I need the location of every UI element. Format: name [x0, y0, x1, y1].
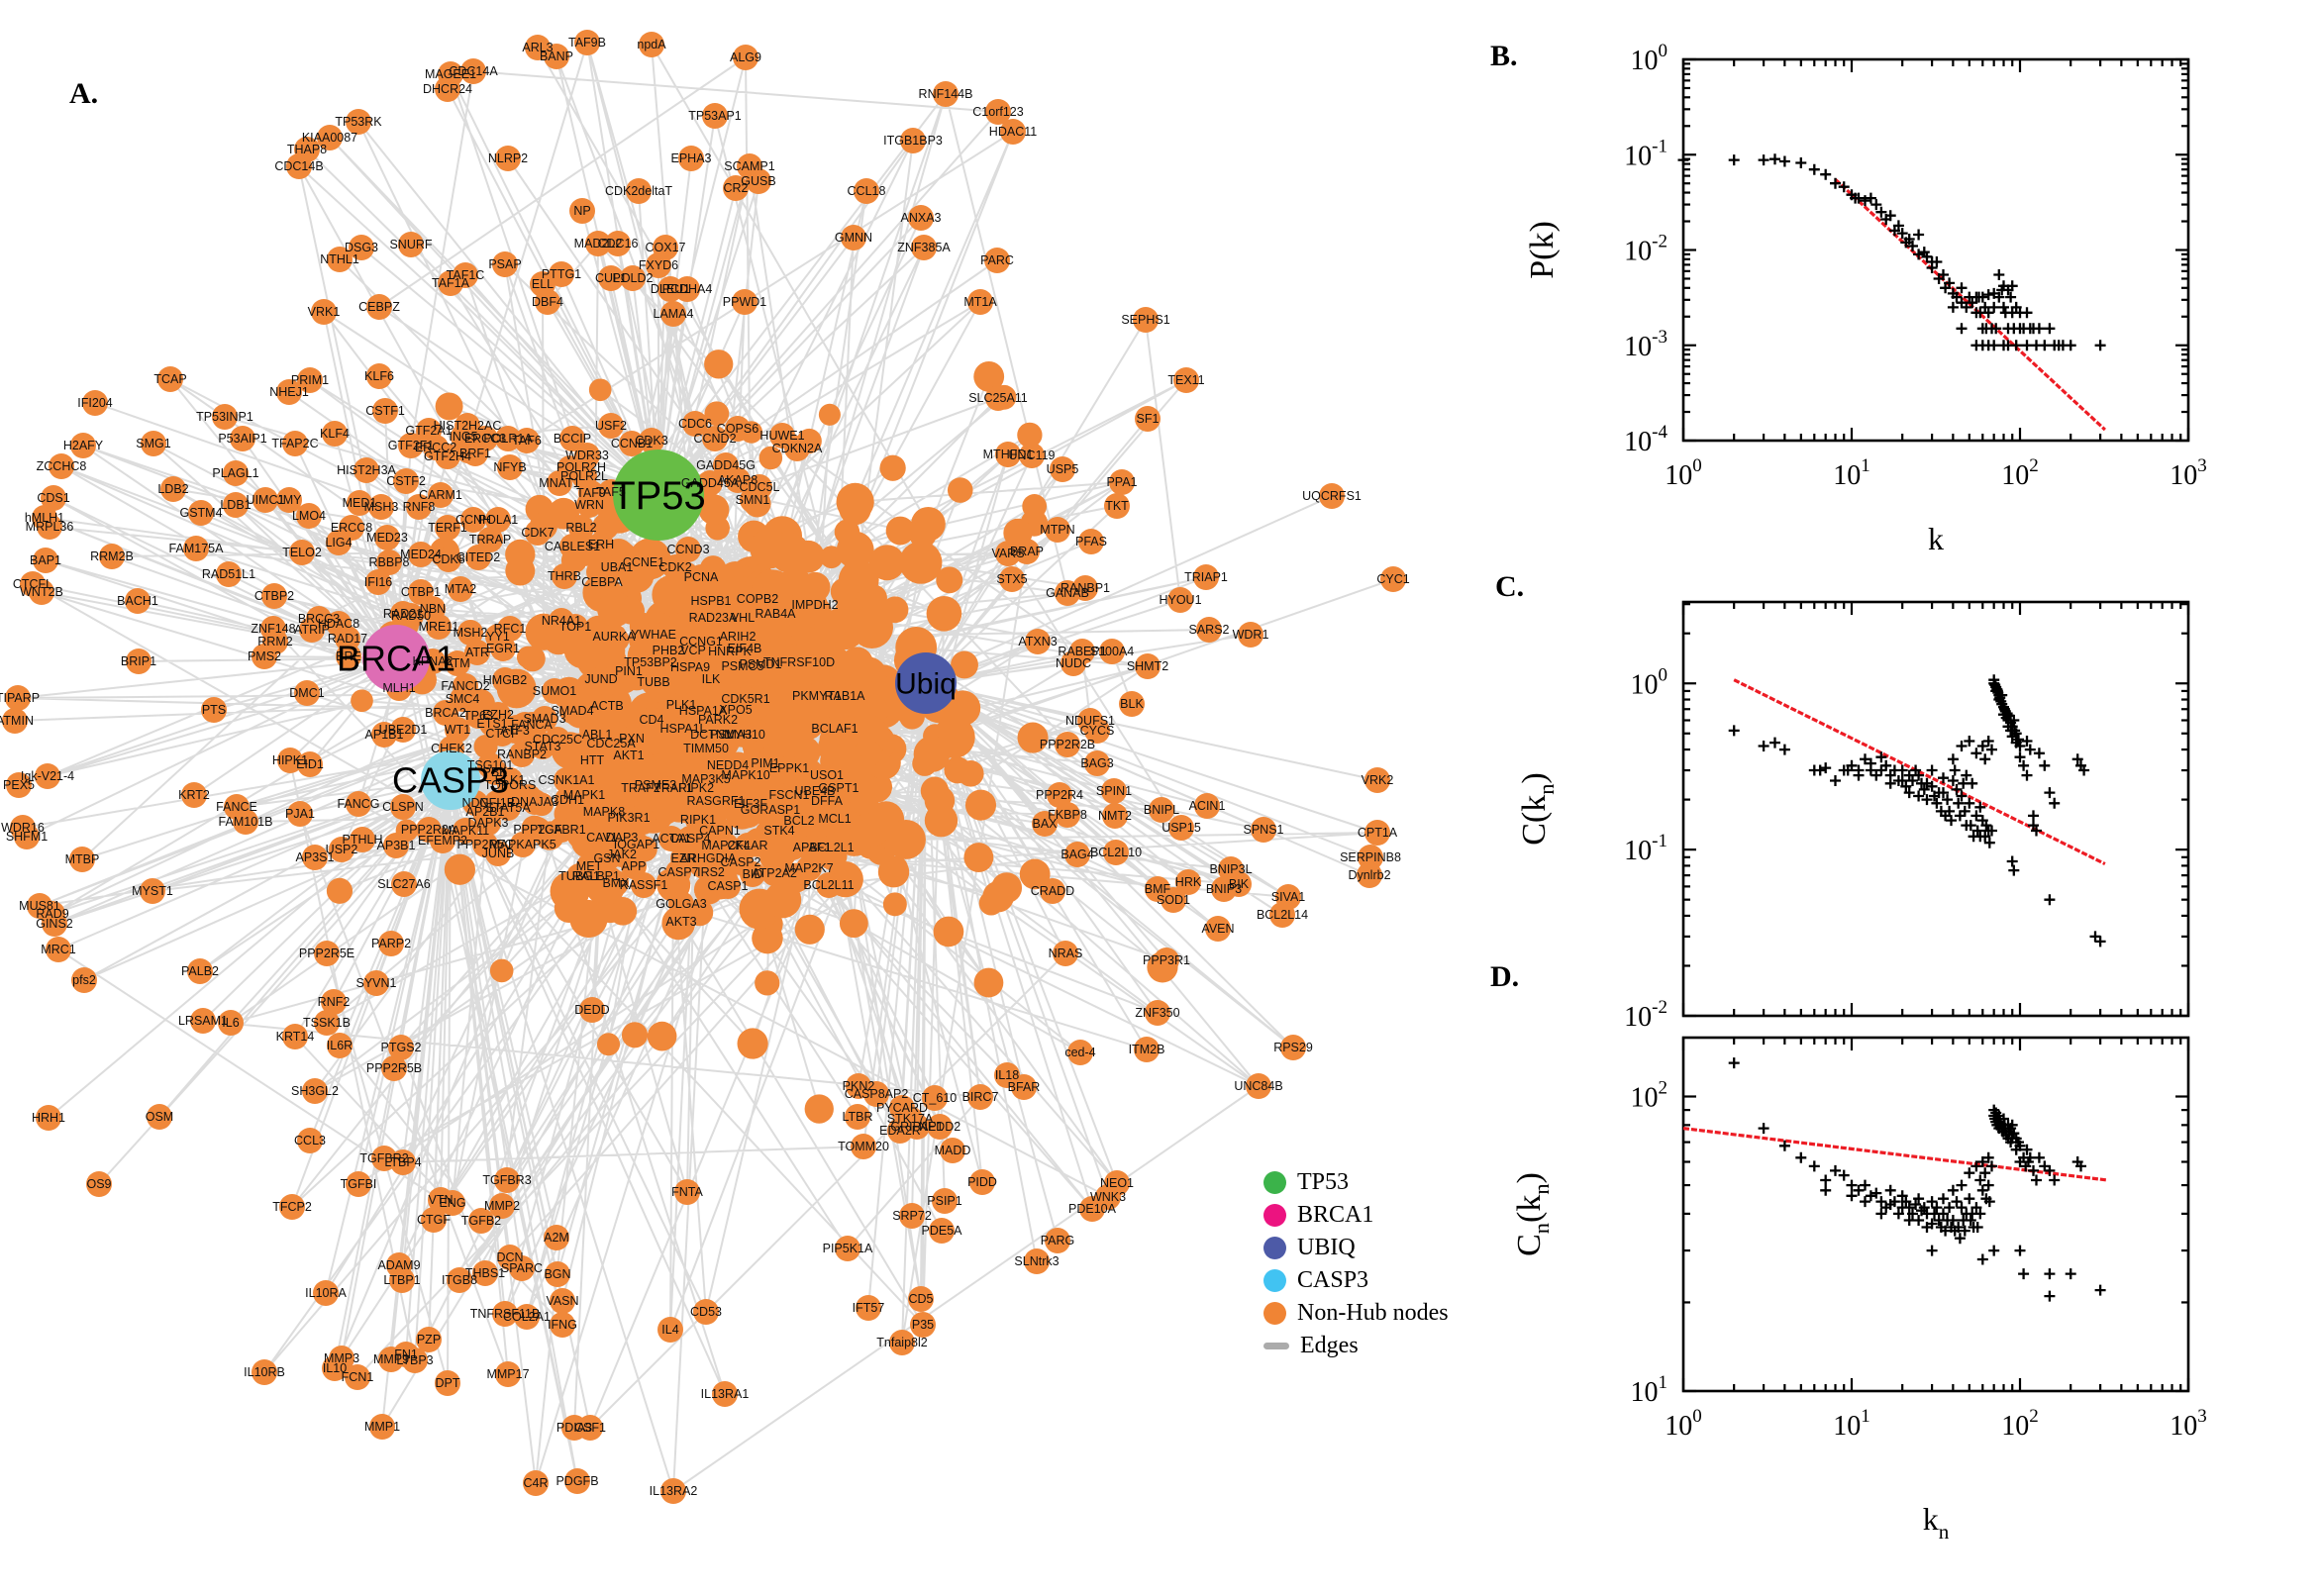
svg-text:RNF144B: RNF144B: [919, 87, 973, 101]
svg-text:103: 103: [2170, 1406, 2207, 1442]
legend-item-edges: Edges: [1263, 1330, 1449, 1362]
svg-text:100: 100: [1631, 41, 1668, 76]
svg-text:CDC14B: CDC14B: [274, 159, 323, 173]
hub-ubiq: [895, 652, 957, 714]
svg-text:TP53RK: TP53RK: [335, 115, 382, 129]
svg-text:10-4: 10-4: [1624, 422, 1667, 457]
legend-node-swatch: [1263, 1204, 1286, 1227]
svg-text:102: 102: [2001, 455, 2039, 491]
legend-item-label: Non-Hub nodes: [1297, 1300, 1449, 1326]
svg-text:100: 100: [1665, 1406, 1702, 1442]
svg-text:10-3: 10-3: [1624, 327, 1667, 362]
legend-item-label: BRCA1: [1297, 1202, 1374, 1228]
hub-label-ubiq: Ubiq: [895, 668, 957, 701]
svg-text:NP: NP: [573, 204, 590, 218]
legend-item-label: CASP3: [1297, 1267, 1369, 1293]
svg-text:CDC14A: CDC14A: [449, 64, 498, 78]
legend-node-swatch: [1263, 1237, 1286, 1259]
svg-text:102: 102: [2001, 1406, 2039, 1442]
svg-text:THAP8: THAP8: [287, 143, 327, 156]
legend-edge-swatch: [1263, 1343, 1289, 1349]
svg-text:npdA: npdA: [637, 38, 666, 51]
axis-ticks: [1681, 602, 2190, 1018]
fit-line: [1682, 1127, 2108, 1182]
legend-item-brca1: BRCA1: [1263, 1199, 1449, 1232]
scatter-points: [1728, 1057, 2106, 1302]
svg-text:k: k: [1928, 521, 1944, 556]
network-hub-nodes: [362, 449, 957, 810]
svg-text:102: 102: [1631, 1078, 1668, 1114]
svg-text:TAF9B: TAF9B: [568, 36, 606, 50]
svg-text:kn​: kn​: [1923, 1501, 1950, 1544]
svg-text:101: 101: [1833, 455, 1870, 491]
svg-text:10-1: 10-1: [1624, 831, 1667, 866]
svg-text:10-2: 10-2: [1624, 232, 1667, 267]
legend-item-label: UBIQ: [1297, 1235, 1356, 1260]
scatter-points: [1677, 153, 2106, 351]
legend-node-swatch: [1263, 1171, 1286, 1194]
scatter-points: [1728, 674, 2106, 948]
legend-node-swatch: [1263, 1269, 1286, 1292]
hub-label-brca1: BRCA1: [337, 639, 455, 679]
svg-text:Cn​(kn​): Cn​(kn​): [1511, 1172, 1554, 1256]
svg-text:10-2: 10-2: [1624, 997, 1667, 1033]
svg-text:100: 100: [1665, 455, 1702, 491]
network-legend: TP53 BRCA1 UBIQ CASP3 Non-Hub nodes Edges: [1263, 1166, 1449, 1362]
axis-ticks: [1681, 57, 2190, 443]
svg-text:CDK2deltaT: CDK2deltaT: [605, 184, 672, 198]
svg-text:100: 100: [1631, 664, 1668, 700]
hub-tp53: [613, 449, 704, 541]
svg-text:P(k): P(k): [1524, 221, 1561, 279]
legend-node-swatch: [1263, 1302, 1286, 1325]
svg-text:MAGEE1: MAGEE1: [425, 67, 476, 81]
svg-text:101: 101: [1833, 1406, 1870, 1442]
svg-text:EPHA3: EPHA3: [671, 151, 712, 165]
svg-text:ALG9: ALG9: [730, 50, 761, 64]
svg-text:BANP: BANP: [540, 50, 573, 63]
hub-label-casp3: CASP3: [392, 760, 509, 801]
hub-brca1: [362, 625, 430, 692]
hub-label-tp53: TP53: [611, 474, 706, 518]
svg-text:C(kn​): C(kn​): [1516, 772, 1559, 846]
panel-label-b: B.: [1490, 40, 1518, 72]
axis-ticks: [1681, 1038, 2190, 1393]
hub-casp3: [421, 750, 480, 810]
fit-line: [1834, 178, 2106, 432]
svg-text:TP53AP1: TP53AP1: [688, 109, 742, 123]
svg-text:DHCR24: DHCR24: [423, 82, 472, 96]
legend-item-ubiq: UBIQ: [1263, 1232, 1449, 1264]
svg-text:NLRP2: NLRP2: [488, 151, 528, 165]
svg-text:C1orf123: C1orf123: [972, 105, 1023, 119]
svg-text:HDAC11: HDAC11: [989, 125, 1037, 139]
svg-text:GUSB: GUSB: [741, 174, 775, 188]
legend-item-casp3: CASP3: [1263, 1264, 1449, 1297]
legend-item-label: TP53: [1297, 1169, 1350, 1195]
svg-text:SCAMP1: SCAMP1: [724, 159, 774, 173]
svg-text:10-1: 10-1: [1624, 136, 1667, 171]
panel-label-a: A.: [69, 77, 99, 110]
svg-text:101: 101: [1631, 1372, 1668, 1408]
panel-c-plot: 100 10-1 10-2 C(kn​): [1516, 600, 2190, 1033]
panel-label-c: C.: [1495, 570, 1525, 603]
legend-item-non-hub-nodes: Non-Hub nodes: [1263, 1297, 1449, 1330]
svg-text:CR2: CR2: [723, 181, 748, 195]
network-nonhub-nodes: [2, 30, 1406, 1504]
legend-item-label: Edges: [1300, 1333, 1359, 1358]
svg-text:KIAA0087: KIAA0087: [302, 131, 357, 145]
svg-text:ARL3: ARL3: [522, 41, 553, 54]
svg-text:103: 103: [2170, 455, 2207, 491]
panel-label-d: D.: [1490, 960, 1520, 993]
legend-item-tp53: TP53: [1263, 1166, 1449, 1199]
